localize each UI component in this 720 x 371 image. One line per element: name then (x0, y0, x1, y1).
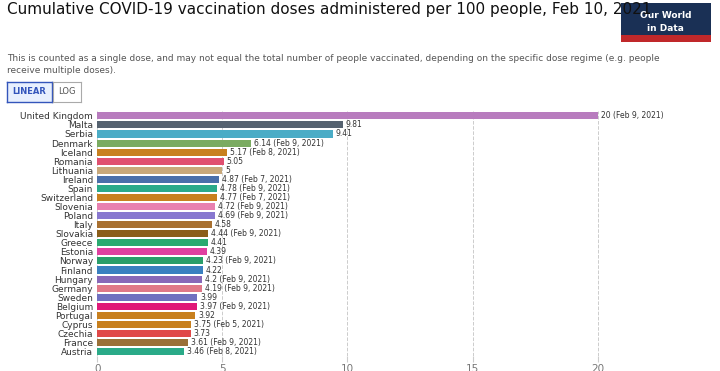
Text: 4.58: 4.58 (215, 220, 232, 229)
Bar (97, 221, 212, 228)
Text: 4.69 (Feb 9, 2021): 4.69 (Feb 9, 2021) (217, 211, 287, 220)
Text: LOG: LOG (58, 87, 76, 96)
Text: 5: 5 (225, 166, 230, 175)
Bar (97, 285, 202, 292)
Bar (97, 185, 217, 192)
Text: 3.99: 3.99 (200, 293, 217, 302)
Text: 4.22: 4.22 (206, 266, 222, 275)
Text: 5.17 (Feb 8, 2021): 5.17 (Feb 8, 2021) (230, 148, 300, 157)
Text: 20 (Feb 9, 2021): 20 (Feb 9, 2021) (600, 111, 663, 120)
Bar (97, 339, 187, 346)
Bar (97, 330, 191, 337)
Text: 3.61 (Feb 9, 2021): 3.61 (Feb 9, 2021) (191, 338, 261, 347)
Bar (97, 176, 219, 183)
Bar (97, 167, 222, 174)
Text: Our World: Our World (640, 10, 691, 20)
Text: This is counted as a single dose, and may not equal the total number of people v: This is counted as a single dose, and ma… (7, 54, 660, 75)
Bar (97, 266, 203, 273)
Bar (97, 239, 207, 246)
Text: 6.14 (Feb 9, 2021): 6.14 (Feb 9, 2021) (254, 138, 324, 148)
Text: 4.78 (Feb 9, 2021): 4.78 (Feb 9, 2021) (220, 184, 289, 193)
Bar (97, 276, 202, 283)
Text: 4.23 (Feb 9, 2021): 4.23 (Feb 9, 2021) (206, 256, 276, 265)
Text: 4.44 (Feb 9, 2021): 4.44 (Feb 9, 2021) (212, 229, 282, 238)
Bar (97, 257, 203, 265)
Text: 3.46 (Feb 8, 2021): 3.46 (Feb 8, 2021) (186, 347, 256, 356)
Bar (97, 312, 195, 319)
Bar (97, 248, 207, 255)
Text: Cumulative COVID-19 vaccination doses administered per 100 people, Feb 10, 2021: Cumulative COVID-19 vaccination doses ad… (7, 2, 652, 17)
Bar (97, 212, 215, 219)
Bar (97, 294, 197, 301)
Text: 4.72 (Feb 9, 2021): 4.72 (Feb 9, 2021) (218, 202, 288, 211)
Text: 4.77 (Feb 7, 2021): 4.77 (Feb 7, 2021) (220, 193, 289, 202)
Text: in Data: in Data (647, 24, 684, 33)
Bar (97, 112, 598, 119)
Text: 5.05: 5.05 (227, 157, 243, 166)
Text: 4.39: 4.39 (210, 247, 227, 256)
Text: 4.41: 4.41 (210, 238, 228, 247)
Bar (97, 321, 191, 328)
Text: 3.75 (Feb 5, 2021): 3.75 (Feb 5, 2021) (194, 320, 264, 329)
Text: 3.97 (Feb 9, 2021): 3.97 (Feb 9, 2021) (199, 302, 269, 311)
Bar (97, 203, 215, 210)
Text: 4.2 (Feb 9, 2021): 4.2 (Feb 9, 2021) (205, 275, 270, 283)
Text: 9.41: 9.41 (336, 129, 353, 138)
Bar (97, 121, 343, 128)
Text: 3.73: 3.73 (194, 329, 210, 338)
Bar (97, 139, 251, 147)
Bar (97, 158, 224, 165)
Bar (97, 194, 217, 201)
Bar (97, 230, 208, 237)
Text: 4.19 (Feb 9, 2021): 4.19 (Feb 9, 2021) (205, 284, 275, 293)
Text: 3.92: 3.92 (198, 311, 215, 320)
Bar (97, 348, 184, 355)
Bar (97, 303, 197, 310)
Text: 4.87 (Feb 7, 2021): 4.87 (Feb 7, 2021) (222, 175, 292, 184)
Text: LINEAR: LINEAR (12, 87, 47, 96)
Bar (97, 131, 333, 138)
Bar (97, 148, 227, 156)
Text: 9.81: 9.81 (346, 121, 362, 129)
